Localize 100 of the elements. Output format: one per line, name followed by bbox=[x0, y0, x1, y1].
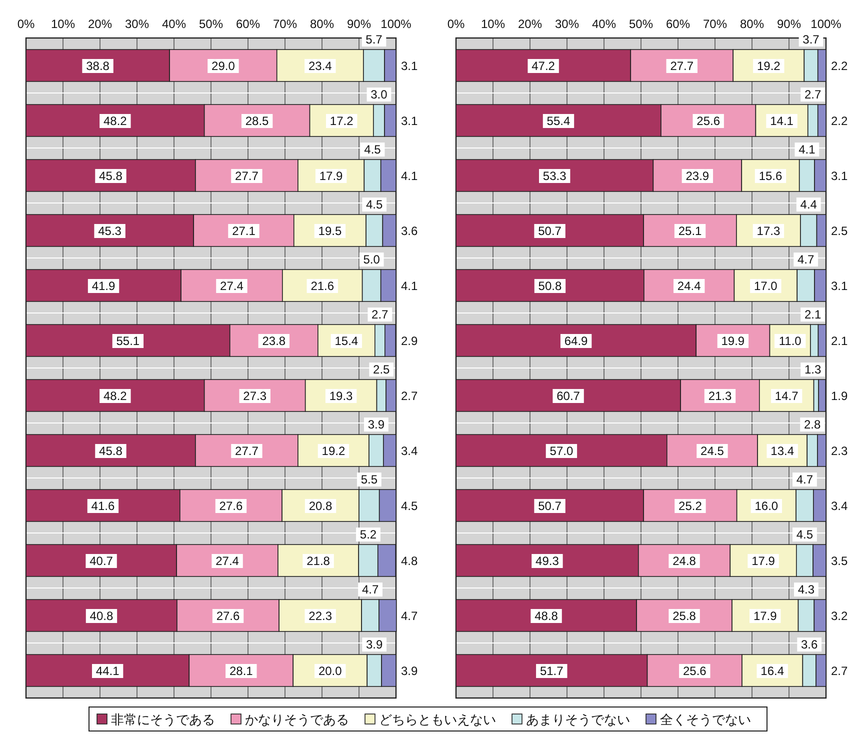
data-label: 25.1 bbox=[678, 224, 702, 238]
x-tick-label: 80% bbox=[310, 17, 334, 31]
data-label: 16.4 bbox=[760, 664, 784, 678]
data-label: 4.1 bbox=[401, 279, 418, 293]
data-label: 23.8 bbox=[262, 334, 286, 348]
x-tick-label: 100% bbox=[380, 17, 412, 31]
data-label: 27.6 bbox=[216, 609, 240, 623]
data-label: 28.1 bbox=[229, 664, 254, 678]
data-label: 50.7 bbox=[538, 224, 562, 238]
data-label: 5.0 bbox=[363, 252, 380, 267]
data-label: 4.5 bbox=[401, 499, 418, 513]
data-label: 17.9 bbox=[752, 554, 776, 568]
x-tick-label: 0% bbox=[447, 17, 465, 31]
data-label: 19.3 bbox=[329, 389, 354, 403]
data-label: 27.4 bbox=[220, 279, 244, 293]
data-label: 3.1 bbox=[831, 279, 848, 293]
data-label: 4.7 bbox=[796, 472, 814, 487]
data-label: 17.3 bbox=[756, 224, 780, 238]
data-label: 21.3 bbox=[708, 389, 732, 403]
data-label: 3.4 bbox=[831, 499, 848, 513]
data-label: 2.3 bbox=[831, 444, 848, 458]
data-label: 1.3 bbox=[804, 362, 822, 377]
data-label: 28.5 bbox=[245, 114, 270, 128]
data-label: 27.7 bbox=[670, 59, 694, 73]
x-tick-label: 40% bbox=[592, 17, 616, 31]
data-label: 23.4 bbox=[308, 59, 332, 73]
data-label: 5.5 bbox=[360, 472, 378, 487]
data-label: 40.8 bbox=[90, 609, 114, 623]
data-label: 2.7 bbox=[831, 664, 848, 678]
x-tick-label: 90% bbox=[346, 17, 372, 31]
data-label: 27.7 bbox=[235, 444, 259, 458]
x-tick-label: 50% bbox=[198, 17, 224, 31]
x-tick-label: 10% bbox=[480, 17, 506, 31]
data-label: 4.7 bbox=[797, 252, 814, 267]
data-label: 5.2 bbox=[360, 528, 377, 542]
data-label: 48.8 bbox=[534, 609, 558, 623]
data-label: 20.0 bbox=[318, 664, 342, 678]
data-label: 45.3 bbox=[98, 224, 122, 238]
data-label: 27.6 bbox=[219, 499, 243, 513]
data-label: 38.8 bbox=[86, 59, 110, 73]
x-tick-label: 60% bbox=[666, 17, 690, 31]
data-label: 15.6 bbox=[758, 169, 782, 183]
x-tick-label: 50% bbox=[628, 17, 654, 31]
data-label: 3.2 bbox=[831, 609, 848, 623]
data-label: 3.1 bbox=[401, 59, 418, 73]
data-label: 41.6 bbox=[91, 499, 115, 513]
data-label: 3.6 bbox=[401, 224, 418, 238]
data-label: 2.9 bbox=[401, 334, 418, 348]
data-label: 50.7 bbox=[538, 499, 562, 513]
data-label: 41.9 bbox=[92, 279, 116, 293]
data-label: 3.7 bbox=[802, 32, 820, 47]
data-label: 5.7 bbox=[366, 32, 383, 47]
legend-label: かなりそうである bbox=[245, 712, 349, 727]
data-label: 4.4 bbox=[800, 198, 818, 212]
data-label: 60.7 bbox=[556, 389, 580, 403]
data-label: 48.2 bbox=[103, 389, 128, 403]
data-label: 27.7 bbox=[235, 169, 259, 183]
data-label: 49.3 bbox=[536, 554, 560, 568]
data-label: 25.8 bbox=[672, 609, 696, 623]
data-label: 14.7 bbox=[774, 389, 799, 403]
data-label: 40.7 bbox=[90, 554, 114, 568]
data-label: 4.5 bbox=[364, 142, 382, 157]
data-label: 23.9 bbox=[686, 169, 710, 183]
x-tick-label: 40% bbox=[162, 17, 186, 31]
data-label: 19.2 bbox=[322, 444, 346, 458]
data-label: 4.5 bbox=[796, 528, 814, 542]
data-label: 45.8 bbox=[99, 169, 123, 183]
data-label: 3.0 bbox=[370, 88, 388, 102]
data-label: 24.5 bbox=[700, 444, 724, 458]
data-label: 20.8 bbox=[308, 499, 333, 513]
data-label: 13.4 bbox=[770, 444, 794, 458]
data-label: 2.2 bbox=[831, 114, 848, 128]
data-label: 19.5 bbox=[318, 224, 342, 238]
x-tick-label: 100% bbox=[810, 17, 842, 31]
data-label: 25.6 bbox=[682, 664, 707, 678]
x-tick-label: 70% bbox=[702, 17, 728, 31]
data-label: 64.9 bbox=[564, 334, 588, 348]
data-label: 4.5 bbox=[366, 198, 384, 212]
data-label: 24.8 bbox=[672, 554, 696, 568]
x-tick-label: 0% bbox=[17, 17, 35, 31]
x-tick-label: 60% bbox=[236, 17, 260, 31]
x-tick-label: 30% bbox=[124, 17, 150, 31]
data-label: 4.3 bbox=[798, 582, 815, 597]
data-label: 4.7 bbox=[401, 609, 418, 623]
data-label: 17.9 bbox=[319, 169, 344, 183]
data-label: 3.1 bbox=[401, 114, 418, 128]
data-label: 55.4 bbox=[546, 114, 570, 128]
legend-label: どちらともいえない bbox=[379, 712, 496, 727]
x-tick-label: 90% bbox=[776, 17, 802, 31]
legend-label: あまりそうでない bbox=[526, 712, 630, 727]
data-label: 2.7 bbox=[804, 88, 822, 102]
legend-label: 全くそうでない bbox=[660, 712, 751, 727]
data-label: 2.7 bbox=[401, 389, 418, 403]
legend-label: 非常にそうである bbox=[111, 712, 215, 727]
data-label: 2.5 bbox=[831, 224, 848, 238]
data-label: 24.4 bbox=[677, 279, 702, 293]
data-label: 3.1 bbox=[831, 169, 848, 183]
data-label: 27.3 bbox=[243, 389, 267, 403]
x-tick-label: 70% bbox=[272, 17, 298, 31]
data-label: 50.8 bbox=[538, 279, 562, 293]
